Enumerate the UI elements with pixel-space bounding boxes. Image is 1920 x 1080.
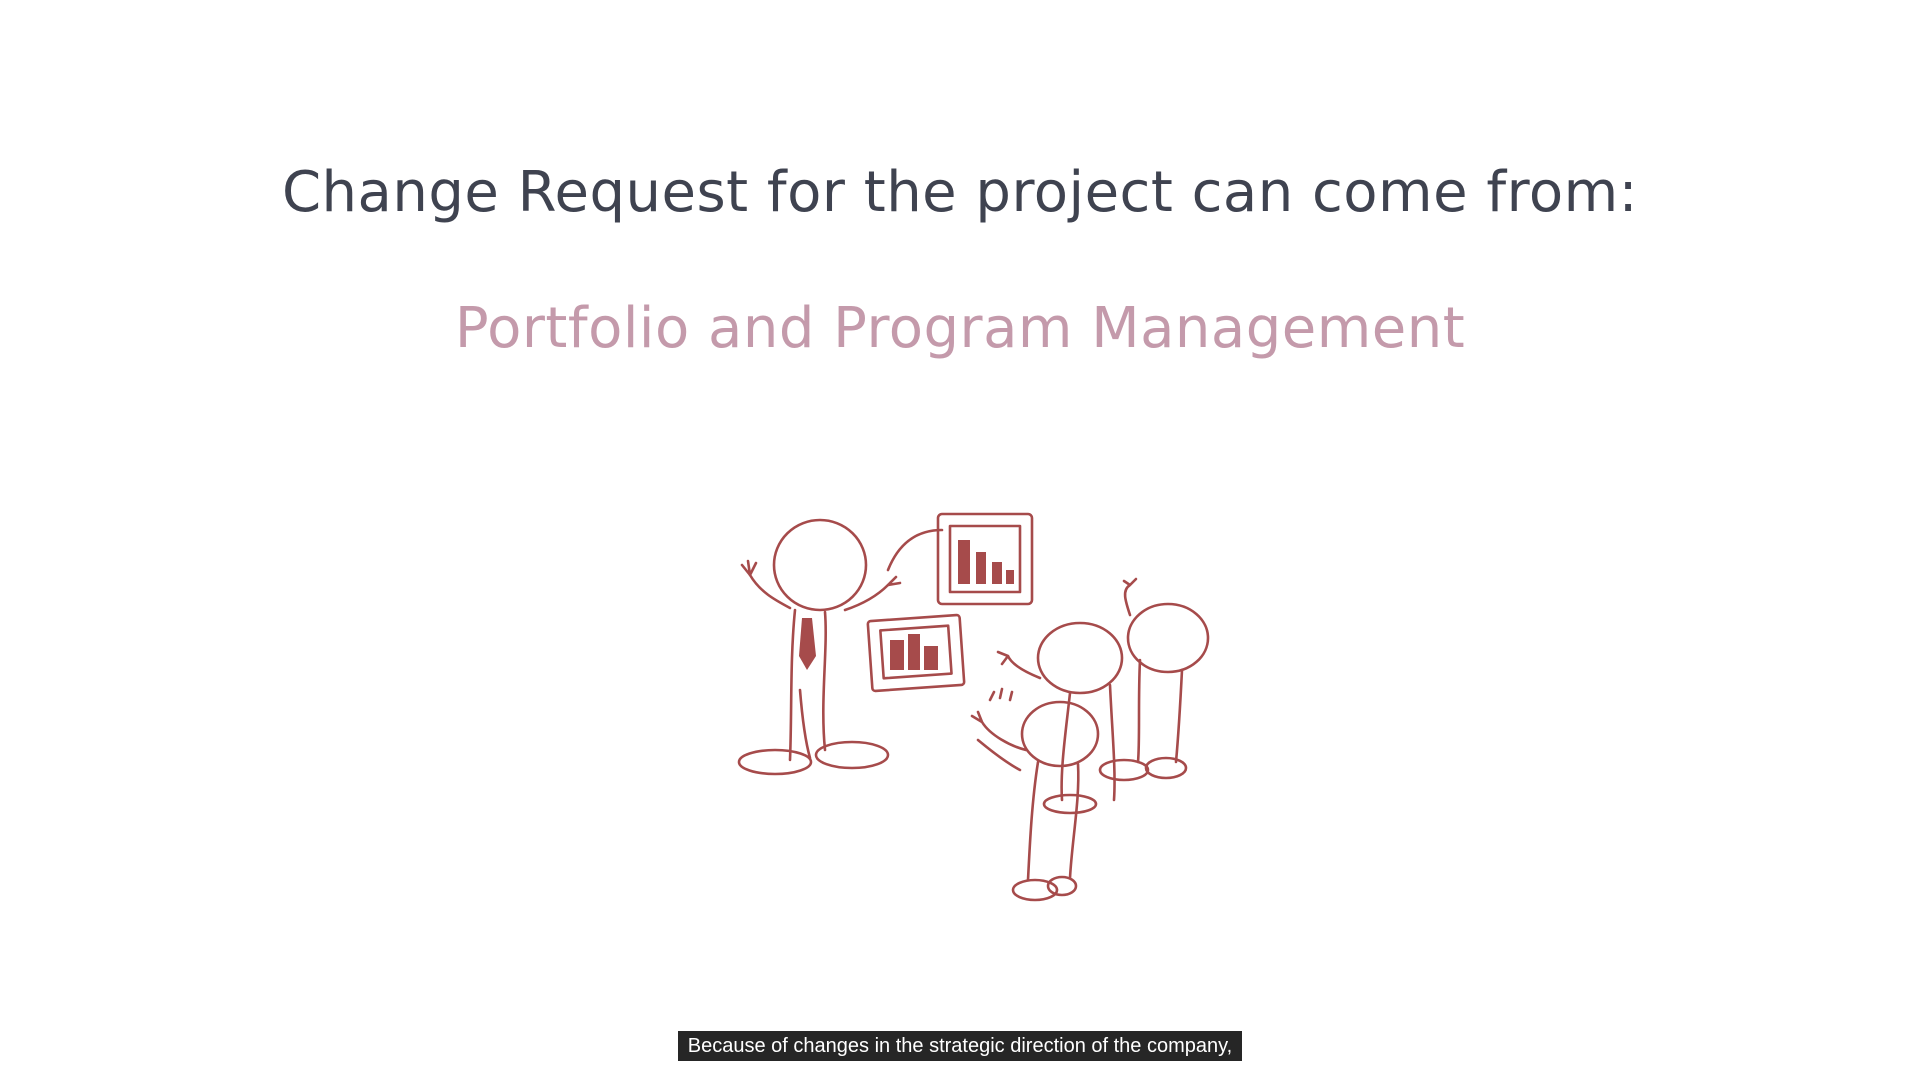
audience-figure [996,621,1124,815]
slide-subheading: Portfolio and Program Management [454,296,1466,361]
audience-figure [1098,577,1210,782]
building-chart-board-icon [866,613,966,693]
presenter-with-audience-sketch-icon [720,500,1260,920]
audience-figure [970,687,1100,902]
slide-heading: Change Request for the project can come … [281,160,1639,225]
subtitle-text: Because of changes in the strategic dire… [677,1031,1243,1061]
subtitle-bar: Because of changes in the strategic dire… [0,1031,1920,1061]
presenter-figure [737,518,944,776]
bar-chart-board-icon [936,512,1034,606]
